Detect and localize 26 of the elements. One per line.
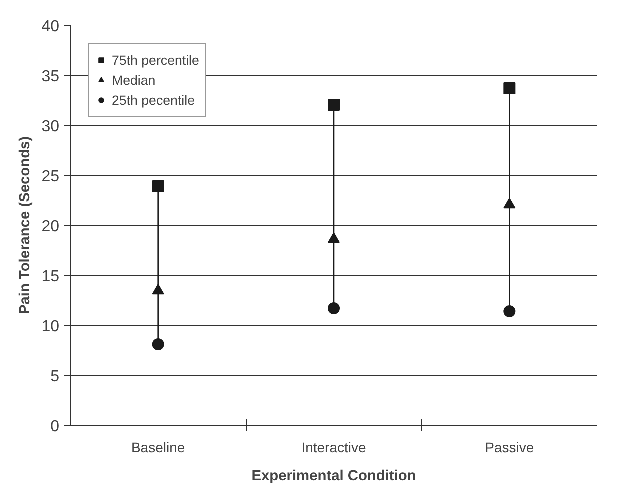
y-tick-label: 30 [42,118,60,136]
legend-label: 75th percentile [112,52,200,68]
legend-label: Median [112,72,156,88]
y-tick-label: 5 [50,368,60,386]
x-tick-label: Interactive [302,440,367,456]
legend-label: 25th pecentile [112,92,195,108]
point [504,198,516,209]
y-tick-label: 35 [42,68,60,86]
y-tick-label: 25 [42,168,60,186]
point [328,302,340,314]
y-axis-title: Pain Tolerance (Seconds) [18,136,34,315]
y-tick-label: 15 [42,268,60,286]
y-tick-label: 20 [42,218,60,236]
point [504,82,516,94]
y-tick-label: 40 [42,18,60,36]
x-axis-title: Experimental Condition [252,468,416,484]
point [152,338,164,350]
point [328,232,340,244]
point [328,99,340,111]
point [152,180,164,192]
y-tick-label: 0 [50,418,60,436]
point [152,284,164,295]
x-tick-label: Passive [485,440,534,456]
y-tick-label: 10 [42,318,60,336]
point [504,306,516,318]
x-tick-label: Baseline [131,440,186,456]
